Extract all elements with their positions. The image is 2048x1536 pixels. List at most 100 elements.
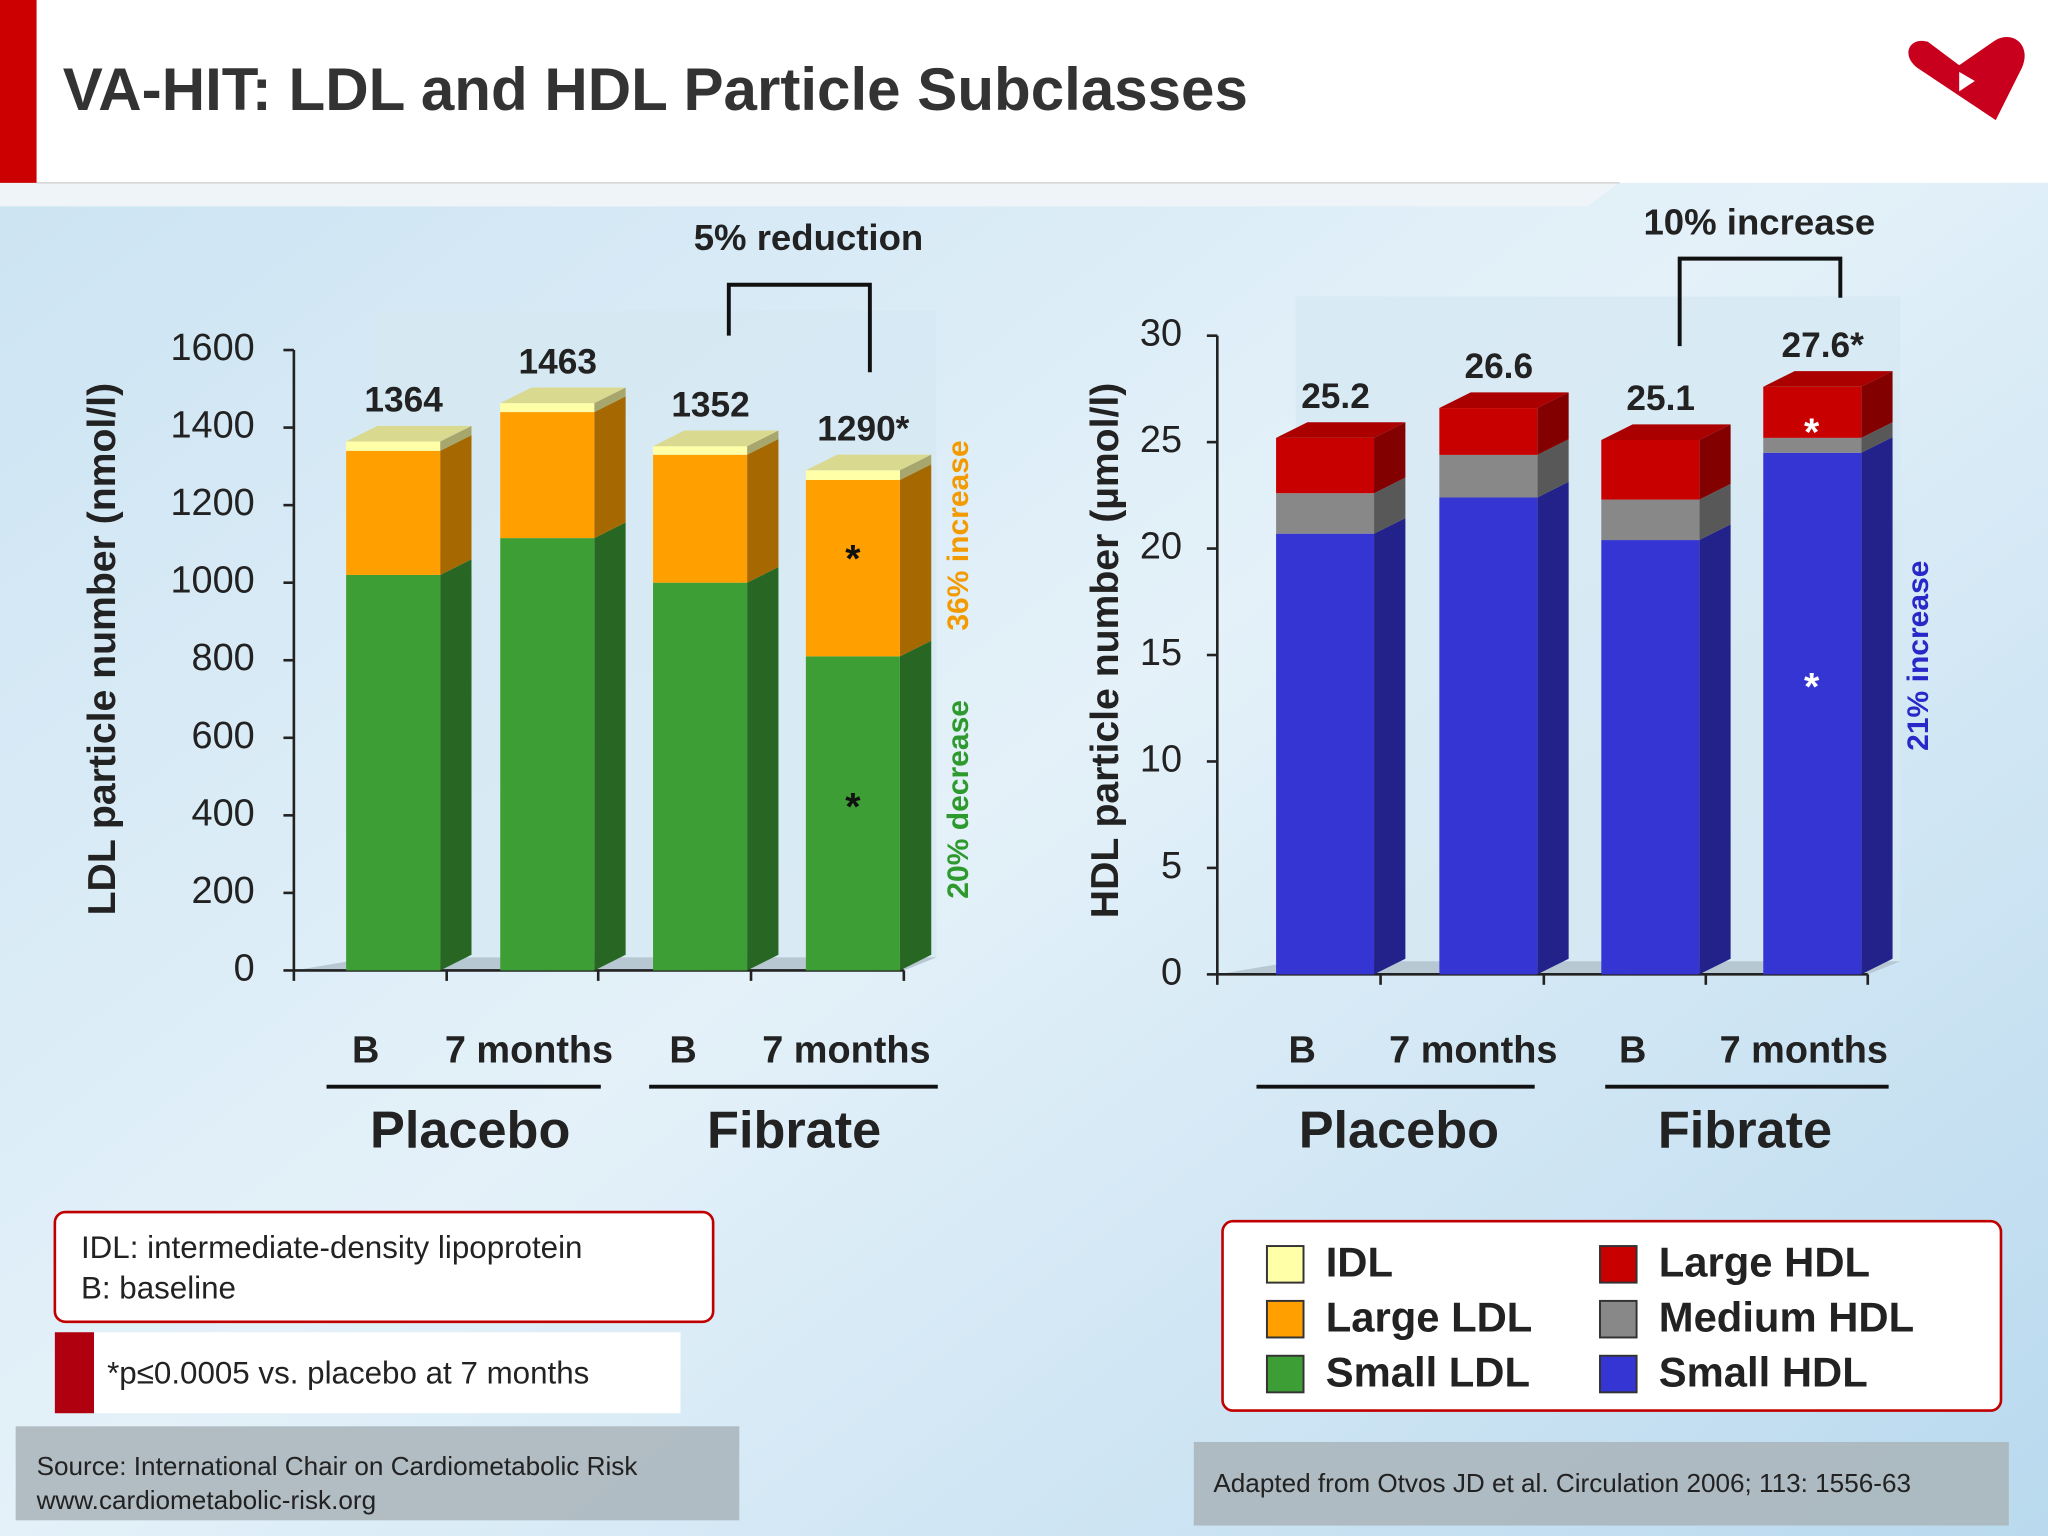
bar-label: 1290* — [817, 409, 909, 448]
y-tick-label: 0 — [234, 947, 255, 989]
bar-side — [899, 464, 932, 657]
x-tick-label: 7 months — [1720, 1030, 1888, 1072]
bar-label: 25.1 — [1626, 379, 1695, 418]
bar-segment — [1276, 437, 1375, 494]
bar-segment — [1439, 497, 1538, 975]
legend-swatch — [1599, 1299, 1638, 1339]
bar-side — [899, 640, 932, 971]
y-tick-label: 400 — [192, 792, 255, 834]
legend-label: Small LDL — [1326, 1348, 1530, 1395]
bar-segment — [500, 412, 595, 539]
note: B: baseline — [81, 1271, 236, 1306]
legend-swatch — [1265, 1299, 1305, 1339]
credit-box — [1193, 1441, 2009, 1526]
footnote: *p≤0.0005 vs. placebo at 7 months — [107, 1356, 589, 1391]
bar-top — [653, 430, 779, 447]
group-label: Fibrate — [707, 1102, 881, 1160]
bar-side — [899, 454, 932, 480]
bar-side — [1861, 371, 1893, 438]
y-tick-label: 30 — [1140, 313, 1182, 355]
slide-title: VA-HIT: LDL and HDL Particle Subclasses — [63, 56, 1248, 123]
bar-label: 27.6* — [1782, 326, 1865, 365]
source-box — [15, 1426, 740, 1521]
bar-top — [1601, 424, 1731, 440]
bar-segment — [346, 574, 441, 971]
bar-top — [1439, 392, 1569, 409]
header-accent — [0, 0, 37, 183]
bar-segment — [653, 446, 748, 455]
logo — [1908, 37, 2025, 121]
bar-top — [500, 387, 626, 404]
bar-side — [1537, 439, 1569, 498]
y-axis-label: LDL particle number (nmol/l) — [81, 383, 124, 916]
x-tick-label: B — [669, 1030, 696, 1072]
y-tick-label: 600 — [192, 715, 255, 757]
bar-segment — [1276, 493, 1375, 534]
bar-segment — [805, 656, 900, 971]
bar-label: 1364 — [364, 381, 443, 420]
legend-label: Medium HDL — [1659, 1294, 1914, 1341]
bar-side — [1699, 424, 1731, 500]
bar-side — [1374, 517, 1406, 975]
bar-side — [1537, 481, 1569, 975]
bar-side — [1861, 437, 1893, 975]
bar-side — [440, 559, 472, 971]
bar-segment — [1276, 533, 1375, 975]
source: www.cardiometabolic-risk.org — [36, 1485, 377, 1515]
y-tick-label: 25 — [1140, 419, 1182, 461]
bar-side — [747, 439, 779, 583]
significance-mark: * — [845, 538, 861, 581]
side-label: 21% increase — [1902, 561, 1935, 751]
y-tick-label: 800 — [192, 637, 255, 679]
group-label: Placebo — [1299, 1102, 1499, 1160]
bar-side — [440, 425, 472, 451]
bar-side — [1861, 422, 1893, 453]
bar-segment — [1601, 499, 1700, 541]
bar-segment — [1763, 437, 1862, 453]
legend-swatch — [1265, 1354, 1305, 1394]
legend-label: Large HDL — [1659, 1239, 1870, 1286]
bar-segment — [500, 538, 595, 971]
bar-segment — [805, 479, 900, 657]
y-tick-label: 5 — [1161, 845, 1182, 887]
credit: Adapted from Otvos JD et al. Circulation… — [1213, 1468, 1911, 1498]
legend-swatch — [1599, 1245, 1638, 1284]
side-label: 20% decrease — [942, 700, 975, 899]
x-tick-label: 7 months — [762, 1030, 930, 1072]
y-tick-label: 15 — [1140, 632, 1182, 674]
y-axis-label: HDL particle number (µmol/l) — [1084, 383, 1127, 919]
y-tick-label: 1000 — [170, 560, 254, 602]
legend-label: Small HDL — [1659, 1348, 1868, 1395]
bar-top — [1276, 422, 1406, 438]
group-label: Placebo — [370, 1102, 570, 1160]
significance-mark: * — [1804, 666, 1820, 709]
notes-box — [53, 1210, 715, 1324]
bar-side — [1374, 477, 1406, 534]
bar-side — [1699, 483, 1731, 541]
bar-side — [1537, 392, 1569, 455]
y-tick-label: 20 — [1140, 526, 1182, 568]
bracket-label: 5% reduction — [694, 217, 924, 258]
bar-label: 25.2 — [1301, 377, 1370, 416]
bar-top — [805, 454, 932, 471]
bar-side — [747, 567, 779, 971]
footnote-accent — [54, 1332, 95, 1414]
bar-top — [346, 425, 472, 442]
x-tick-label: B — [1619, 1030, 1646, 1072]
bar-segment — [1763, 452, 1862, 975]
bar-segment — [1439, 408, 1538, 455]
note: IDL: intermediate-density lipoprotein — [81, 1230, 583, 1265]
bar-segment — [805, 470, 900, 480]
bracket — [1677, 256, 1843, 347]
bar-segment — [1601, 439, 1700, 500]
x-tick-label: B — [352, 1030, 379, 1072]
significance-mark: * — [845, 786, 861, 829]
y-tick-label: 200 — [192, 870, 255, 912]
bar-segment — [346, 441, 441, 451]
bar-segment — [1763, 386, 1862, 438]
side-label: 36% increase — [942, 440, 975, 630]
bracket-label: 10% increase — [1643, 201, 1875, 242]
x-tick-label: 7 months — [445, 1030, 613, 1072]
bar-segment — [346, 450, 441, 575]
